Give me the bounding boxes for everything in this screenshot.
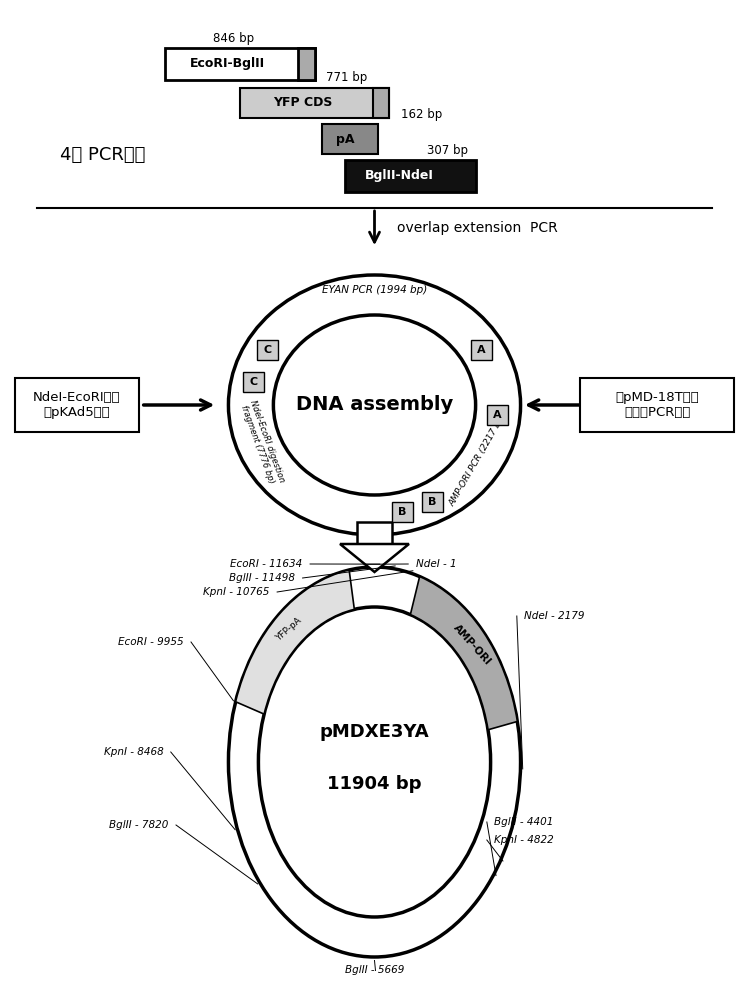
Text: 846 bp: 846 bp	[213, 32, 255, 45]
Text: NdeI-EcoRI双酶
切pKAd5质粒: NdeI-EcoRI双酶 切pKAd5质粒	[33, 391, 121, 419]
Text: DNA assembly: DNA assembly	[296, 395, 453, 414]
Text: A: A	[494, 410, 502, 420]
Bar	[15, 378, 139, 432]
Text: 307 bp: 307 bp	[427, 144, 468, 157]
Text: NdeI - 2179: NdeI - 2179	[524, 611, 585, 621]
Text: YFP CDS: YFP CDS	[273, 97, 333, 109]
Bar	[373, 88, 389, 118]
Wedge shape	[236, 570, 354, 714]
Text: 以pMD-18T质粒
为模板PCR扩增: 以pMD-18T质粒 为模板PCR扩增	[616, 391, 699, 419]
Text: EcoRI-BglII: EcoRI-BglII	[190, 57, 265, 70]
Bar	[392, 502, 413, 522]
Text: KpnI - 8468: KpnI - 8468	[103, 747, 163, 757]
Text: BglII - 11498: BglII - 11498	[229, 573, 295, 583]
Text: B: B	[398, 507, 407, 517]
Text: BglII - 5669: BglII - 5669	[345, 965, 404, 975]
Text: BglII - 4401: BglII - 4401	[494, 817, 554, 827]
Ellipse shape	[228, 275, 521, 535]
Text: YFP-pA: YFP-pA	[274, 616, 303, 643]
Text: 11904 bp: 11904 bp	[327, 775, 422, 793]
Text: NdeI - 1: NdeI - 1	[416, 559, 456, 569]
Text: NdeI-EcoRI digestion
fragment (7776 bp): NdeI-EcoRI digestion fragment (7776 bp)	[238, 398, 286, 487]
Text: overlap extension  PCR: overlap extension PCR	[397, 221, 558, 235]
Bar	[240, 88, 389, 118]
Text: AMP-ORI PCR (2217 bp): AMP-ORI PCR (2217 bp)	[448, 412, 509, 508]
Ellipse shape	[273, 315, 476, 495]
Bar	[243, 372, 264, 392]
Bar	[322, 124, 378, 154]
Text: C: C	[264, 345, 272, 355]
Text: EcoRI - 9955: EcoRI - 9955	[118, 637, 184, 647]
Text: 771 bp: 771 bp	[326, 71, 367, 84]
Text: KpnI - 4822: KpnI - 4822	[494, 835, 554, 845]
Bar	[422, 492, 443, 512]
Bar	[487, 405, 508, 425]
Text: BglII-NdeI: BglII-NdeI	[366, 169, 434, 182]
Bar	[471, 340, 492, 360]
Text: EYAN PCR (1994 bp): EYAN PCR (1994 bp)	[322, 285, 427, 295]
Text: C: C	[249, 377, 258, 387]
Circle shape	[228, 567, 521, 957]
Text: pA: pA	[336, 132, 355, 145]
Bar	[257, 340, 278, 360]
Text: EcoRI - 11634: EcoRI - 11634	[231, 559, 303, 569]
Bar	[165, 48, 315, 80]
Text: KpnI - 10765: KpnI - 10765	[203, 587, 270, 597]
Text: 4段 PCR产物: 4段 PCR产物	[60, 146, 145, 164]
Text: A: A	[477, 345, 486, 355]
Text: pMDXE3YA: pMDXE3YA	[320, 723, 429, 741]
Circle shape	[258, 607, 491, 917]
Polygon shape	[340, 544, 409, 572]
Text: AMP-ORI: AMP-ORI	[451, 623, 493, 667]
Bar	[357, 522, 392, 544]
Bar	[298, 48, 315, 80]
Bar	[345, 160, 476, 192]
Text: 162 bp: 162 bp	[401, 108, 442, 121]
Text: BglII - 7820: BglII - 7820	[109, 820, 169, 830]
Bar	[580, 378, 734, 432]
Wedge shape	[410, 577, 518, 730]
Text: B: B	[428, 497, 437, 507]
